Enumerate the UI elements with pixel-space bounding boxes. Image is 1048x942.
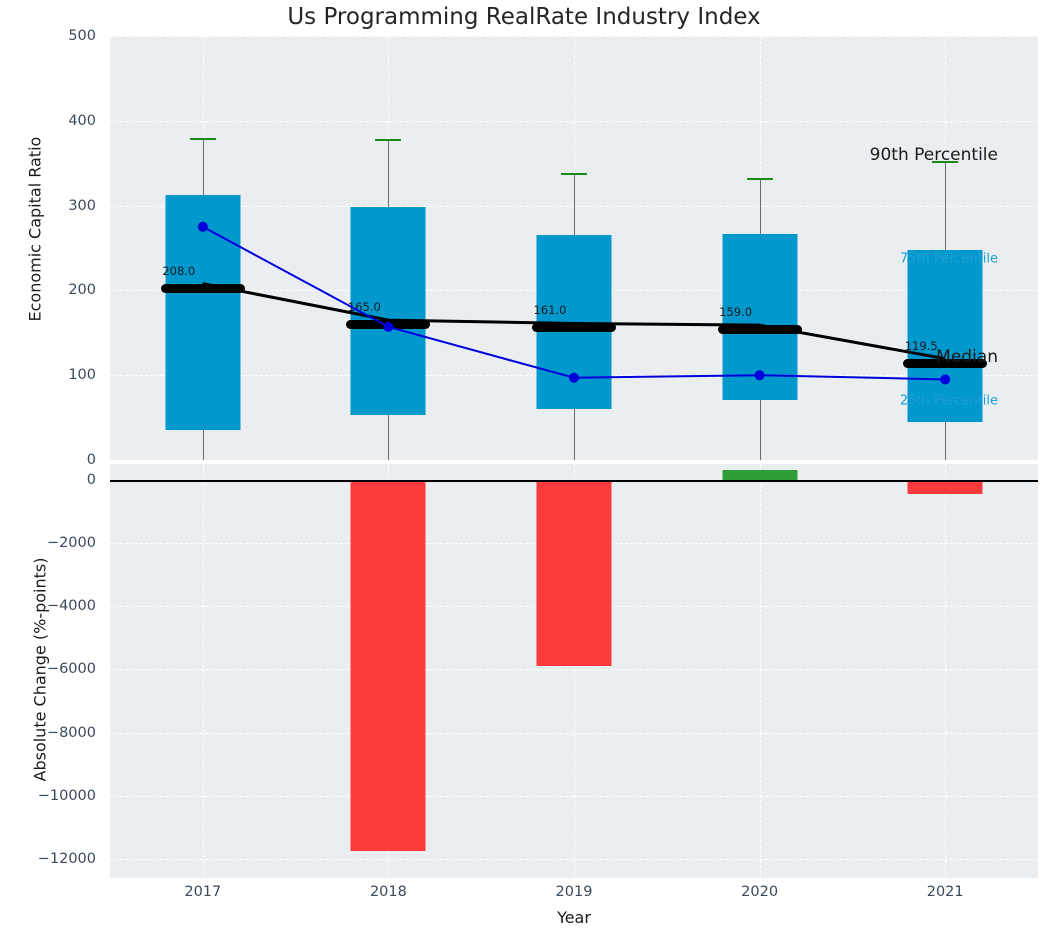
whisker-cap-90th xyxy=(746,177,773,180)
panel-absolute-change xyxy=(110,464,1038,878)
median-value-label: 161.0 xyxy=(533,303,567,318)
panel-economic-capital-ratio: 208.0 165.0 161.0 159.0 119.5 90th Percentile… xyxy=(110,36,1038,460)
gridline-horizontal xyxy=(110,36,1038,37)
box-interquartile-range xyxy=(165,195,241,431)
gridline-vertical xyxy=(759,464,761,878)
y-tick-label: −4000 xyxy=(46,598,96,615)
whisker-cap-90th xyxy=(189,137,216,140)
median-bar xyxy=(160,283,245,293)
y-tick-label: 100 xyxy=(68,367,96,384)
change-bar xyxy=(536,479,612,667)
gridline-vertical xyxy=(945,464,947,878)
y-tick-label: −6000 xyxy=(46,661,96,678)
y-tick-label: 300 xyxy=(68,197,96,214)
change-bar xyxy=(350,479,426,852)
median-value-label: 119.5 xyxy=(904,338,938,353)
y-tick-label: −12000 xyxy=(37,851,96,868)
whisker-cap-90th xyxy=(561,173,587,176)
y-tick-label: 400 xyxy=(68,112,96,129)
percentile-annotation: Median xyxy=(936,346,998,367)
y-tick-label: 0 xyxy=(86,452,96,468)
y-tick-label: 500 xyxy=(68,28,96,44)
box-interquartile-range xyxy=(536,235,612,410)
percentile-annotation: 75th Percentile xyxy=(899,251,998,267)
median-bar xyxy=(346,320,431,330)
y-tick-label: 0 xyxy=(86,471,96,488)
x-tick-label: 2020 xyxy=(741,884,779,900)
chart-title: Us Programming RealRate Industry Index xyxy=(287,4,761,30)
median-value-label: 159.0 xyxy=(719,305,753,320)
y-tick-label: 200 xyxy=(68,282,96,299)
y-tick-label: −10000 xyxy=(37,787,96,804)
median-value-label: 165.0 xyxy=(347,300,381,315)
median-bar xyxy=(532,323,616,333)
percentile-annotation: 90th Percentile xyxy=(869,144,998,165)
gridline-horizontal xyxy=(110,732,1038,734)
gridline-horizontal xyxy=(110,795,1038,797)
zero-reference-line xyxy=(110,479,1038,482)
median-value-label: 208.0 xyxy=(162,263,196,278)
x-axis-title: Year xyxy=(557,908,591,927)
gridline-horizontal xyxy=(110,669,1038,671)
x-tick-label: 2019 xyxy=(555,884,593,900)
y-tick-label: −8000 xyxy=(46,724,96,741)
change-bar xyxy=(722,470,798,480)
gridline-vertical xyxy=(202,464,204,878)
y-tick-label: −2000 xyxy=(46,535,96,551)
x-tick-label: 2018 xyxy=(369,884,407,900)
x-tick-label: 2017 xyxy=(184,884,222,900)
median-bar xyxy=(717,325,802,335)
gridline-vertical xyxy=(574,464,575,878)
whisker-cap-90th xyxy=(375,139,402,142)
change-bar xyxy=(907,479,983,495)
x-tick-label: 2021 xyxy=(926,884,964,900)
whisker-cap-90th xyxy=(932,160,959,163)
gridline-horizontal xyxy=(110,120,1038,122)
gridline-horizontal xyxy=(110,859,1038,861)
percentile-annotation: 25th Percentile xyxy=(899,393,998,409)
